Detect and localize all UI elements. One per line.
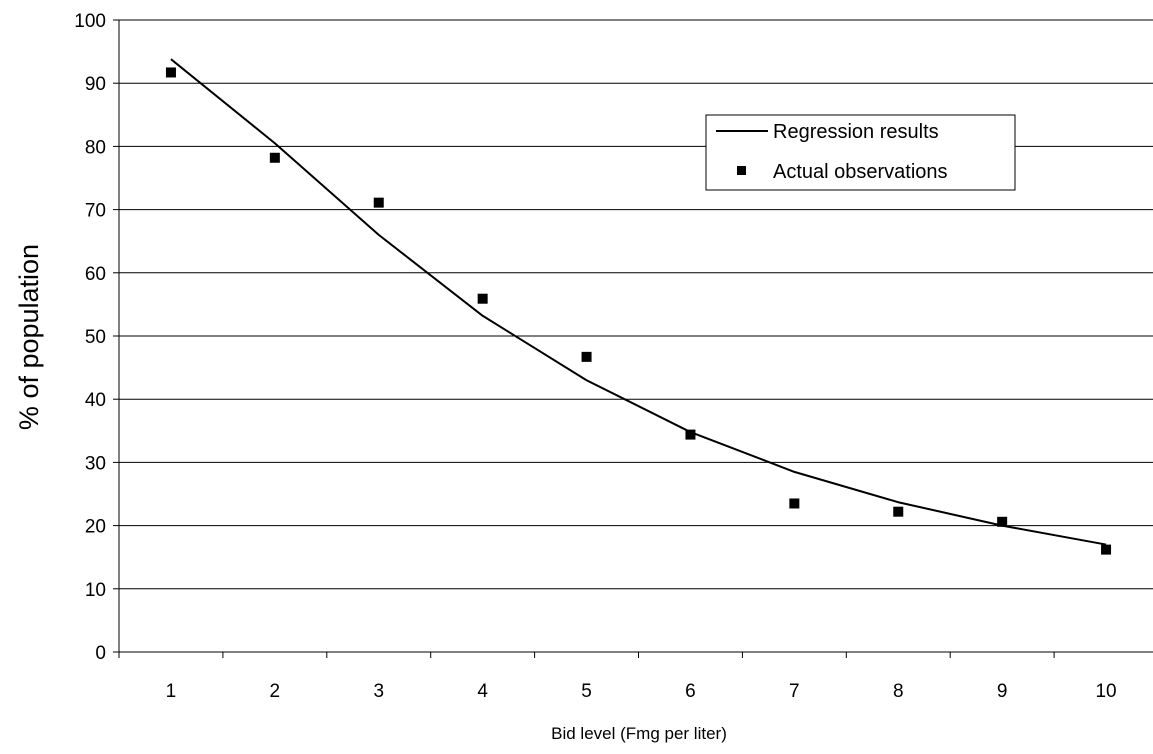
y-tick-label-40: 40 (85, 390, 106, 411)
legend-swatch-observation-marker (737, 166, 746, 175)
observation-point-7 (789, 498, 800, 509)
observation-point-4 (477, 293, 488, 304)
x-tick-label-6: 6 (685, 681, 696, 702)
series (165, 58, 1112, 555)
observation-point-3 (373, 197, 384, 208)
y-tick-label-90: 90 (85, 74, 106, 95)
legend-label-observations: Actual observations (773, 161, 948, 183)
regression-line (170, 58, 1107, 546)
y-tick-label-10: 10 (85, 580, 106, 601)
x-axis-title: Bid level (Fmg per liter) (551, 724, 727, 743)
observation-point-1 (165, 67, 176, 78)
x-tick-label-5: 5 (581, 681, 592, 702)
axes: 0 10 20 30 40 50 60 70 80 90 100 1 2 3 4 5 6 7 8 9 10 (74, 11, 1153, 702)
x-tick-label-10: 10 (1095, 681, 1116, 702)
legend-label-regression: Regression results (773, 121, 939, 143)
x-tick-label-9: 9 (997, 681, 1008, 702)
x-tick-label-1: 1 (166, 681, 177, 702)
legend: Regression results Actual observations (705, 114, 1016, 191)
x-tick-label-7: 7 (789, 681, 800, 702)
observation-point-8 (893, 506, 904, 517)
legend-box (705, 114, 1016, 191)
y-tick-label-20: 20 (85, 517, 106, 538)
y-tick-label-70: 70 (85, 201, 106, 222)
observation-point-10 (1101, 544, 1112, 555)
observation-point-6 (685, 429, 696, 440)
observation-point-9 (997, 516, 1008, 527)
gridlines (119, 19, 1153, 590)
y-tick-label-30: 30 (85, 453, 106, 474)
y-tick-label-100: 100 (74, 11, 106, 32)
observation-point-2 (269, 152, 280, 163)
y-tick-label-0: 0 (95, 643, 106, 664)
x-tick-label-2: 2 (270, 681, 281, 702)
y-axis-title: % of population (14, 244, 44, 430)
x-tick-label-8: 8 (893, 681, 904, 702)
x-tick-label-4: 4 (477, 681, 488, 702)
y-tick-label-60: 60 (85, 264, 106, 285)
y-tick-label-50: 50 (85, 327, 106, 348)
observation-point-5 (581, 351, 592, 362)
x-tick-label-3: 3 (373, 681, 384, 702)
y-tick-label-80: 80 (85, 137, 106, 158)
